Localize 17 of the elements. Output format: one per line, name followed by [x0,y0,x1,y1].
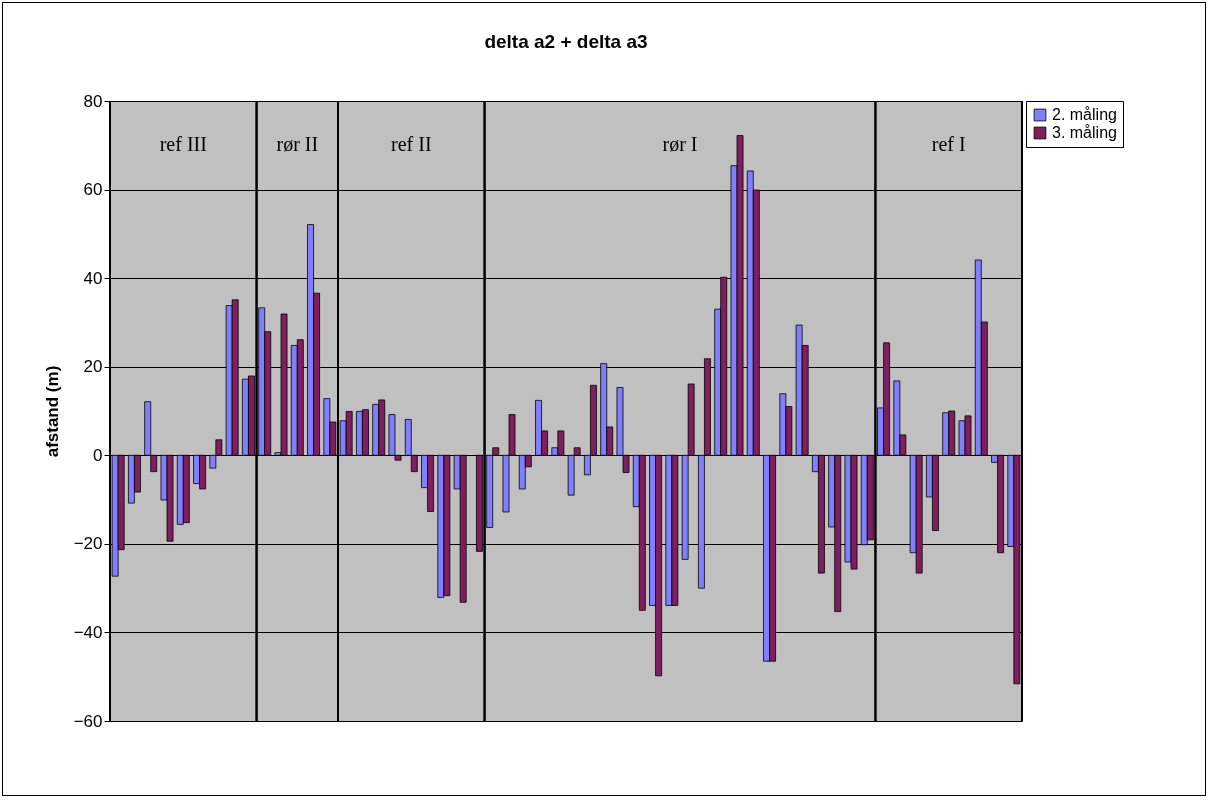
y-tick-label: 0 [93,445,103,465]
y-axis-title: afstand (m) [42,365,62,458]
annotation: ref II [391,133,432,155]
annotation: ref III [159,133,207,155]
annotation: rør I [662,133,698,155]
y-tick-label: −60 [73,711,103,731]
annotation: rør II [276,133,319,155]
y-tick-label: 20 [83,357,103,377]
y-tick-label: 40 [83,268,103,288]
y-tick-label: −40 [73,622,103,642]
y-tick-label: 80 [83,91,103,111]
y-tick-label: −20 [73,534,103,554]
legend-label: 2. måling [1052,106,1117,123]
chart-title: delta a2 + delta a3 [484,31,648,52]
annotation: ref I [931,133,966,155]
legend-label: 3. måling [1052,124,1117,141]
y-tick-label: 60 [83,180,103,200]
